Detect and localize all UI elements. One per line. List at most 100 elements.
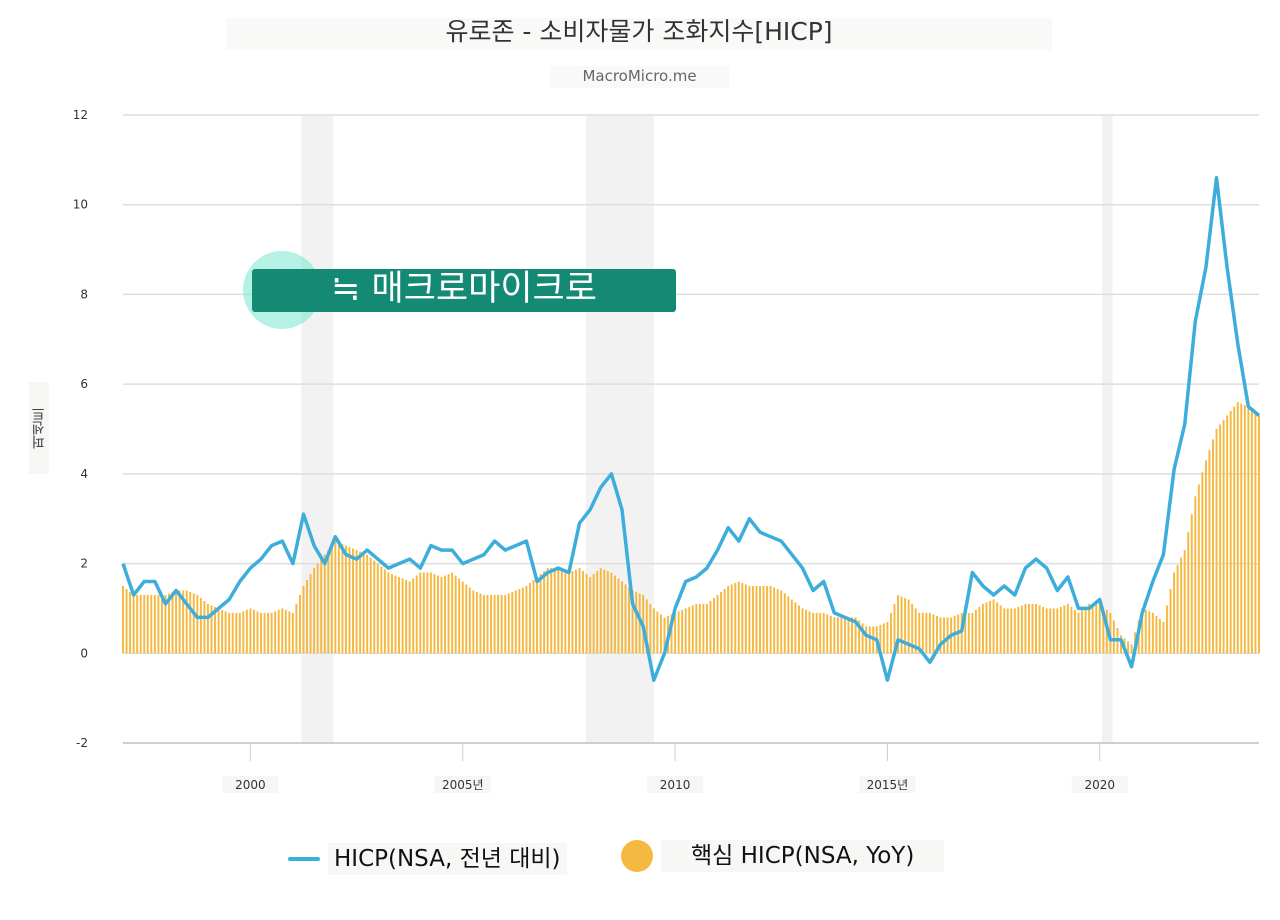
core-hicp-bar — [621, 581, 623, 654]
core-hicp-bar — [546, 568, 549, 654]
core-hicp-bar — [1045, 608, 1048, 654]
core-hicp-bar — [192, 593, 195, 654]
core-hicp-bar — [320, 559, 323, 654]
core-hicp-bar — [606, 571, 609, 654]
core-hicp-bar — [260, 612, 262, 654]
core-hicp-bar — [160, 594, 163, 654]
legend-item-core-hicp[interactable]: 핵심 HICP(NSA, YoY) — [621, 840, 945, 872]
core-hicp-bar — [780, 590, 783, 654]
core-hicp-bar — [921, 612, 924, 654]
y-tick-label: 8 — [80, 287, 88, 301]
core-hicp-bar — [1006, 608, 1009, 654]
core-hicp-bar — [992, 599, 995, 654]
core-hicp-bar — [645, 599, 648, 654]
core-hicp-bar — [1169, 588, 1172, 654]
core-hicp-bar — [171, 591, 174, 654]
core-hicp-bar — [596, 571, 599, 654]
core-hicp-bar — [189, 591, 192, 654]
core-hicp-bar — [748, 586, 751, 654]
core-hicp-bar — [663, 617, 666, 654]
core-hicp-bar — [1166, 605, 1168, 654]
legend-item-hicp[interactable]: HICP(NSA, 전년 대비) — [288, 843, 567, 875]
brand-watermark: ≒ 매크로마이크로 — [252, 269, 676, 312]
core-hicp-bar — [1204, 460, 1207, 654]
core-hicp-bar — [274, 611, 277, 654]
core-hicp-bar — [836, 617, 839, 654]
core-hicp-bar — [380, 566, 383, 654]
core-hicp-bar — [766, 586, 769, 654]
recession-band — [1101, 115, 1113, 743]
core-hicp-bar — [631, 590, 634, 654]
core-hicp-bar — [1091, 603, 1094, 654]
core-hicp-bar — [897, 594, 900, 654]
core-hicp-bar — [242, 611, 245, 654]
core-hicp-bar — [713, 597, 715, 654]
core-hicp-bar — [939, 617, 942, 654]
core-hicp-bar — [659, 614, 662, 654]
core-hicp-bar — [737, 581, 740, 654]
core-hicp-bar — [550, 568, 553, 654]
core-hicp-bar — [886, 621, 889, 654]
core-hicp-bar — [858, 620, 861, 654]
core-hicp-bar — [1070, 606, 1073, 654]
core-hicp-bar — [578, 568, 581, 654]
line-swatch-icon — [288, 857, 320, 861]
core-hicp-bar — [960, 612, 963, 654]
core-hicp-bar — [1215, 429, 1218, 654]
core-hicp-bar — [985, 602, 988, 654]
core-hicp-bar — [122, 586, 124, 654]
core-hicp-bar — [1031, 603, 1034, 654]
x-tick-label: 2020 — [1084, 778, 1115, 792]
hicp-line — [121, 176, 1261, 682]
core-hicp-bar — [337, 542, 340, 654]
core-hicp-bar — [313, 568, 316, 654]
core-hicp-bar — [592, 574, 595, 654]
core-hicp-bar — [907, 599, 910, 654]
core-hicp-bar — [224, 611, 227, 654]
core-hicp-bar — [1095, 603, 1098, 654]
core-hicp-bar — [882, 623, 885, 654]
core-hicp-bar — [341, 544, 344, 654]
x-axis-ticks: 2000 2005년 2010 2015년 2020 — [222, 743, 1128, 793]
core-hicp-bar — [383, 569, 386, 654]
core-hicp-bar — [408, 581, 411, 654]
core-hicp-bar — [553, 568, 556, 654]
core-hicp-bar — [1020, 605, 1023, 654]
x-tick-bg — [1071, 776, 1128, 793]
x-tick-bg — [434, 776, 491, 793]
core-hicp-bar — [1229, 411, 1232, 654]
core-hicp-bar — [759, 586, 761, 654]
core-hicp-bar — [1003, 608, 1006, 654]
core-hicp-bar — [249, 608, 252, 654]
core-hicp-bar — [196, 594, 199, 654]
core-hicp-bar — [263, 612, 266, 654]
x-tick-label: 2015년 — [867, 778, 909, 792]
core-hicp-bar — [1148, 611, 1151, 654]
core-hicp-bar — [366, 554, 369, 654]
core-hicp-bar — [210, 605, 213, 654]
core-hicp-bar — [688, 606, 691, 654]
core-hicp-bar — [805, 609, 807, 654]
core-hicp-bar — [543, 571, 546, 654]
core-hicp-bar — [1088, 603, 1091, 654]
core-hicp-bar — [684, 608, 687, 654]
core-hicp-bar — [291, 612, 294, 654]
core-hicp-bar — [521, 587, 524, 654]
core-hicp-bar — [797, 605, 800, 654]
core-hicp-bar — [479, 593, 482, 654]
core-hicp-bar — [889, 612, 892, 654]
chart-title: 유로존 - 소비자물가 조화지수[HICP] — [226, 18, 1052, 50]
core-hicp-bar — [971, 612, 974, 654]
core-hicp-bar — [412, 578, 415, 654]
core-hicp-bar — [387, 572, 390, 654]
core-hicp-bar — [302, 586, 305, 654]
core-hicp-bar — [203, 600, 206, 654]
core-hicp-bar — [1222, 420, 1225, 654]
core-hicp-bar — [773, 587, 776, 654]
core-hicp-bar — [1208, 449, 1211, 654]
core-hicp-bar — [472, 590, 475, 654]
core-hicp-bar — [564, 571, 567, 654]
core-hicp-bar — [946, 617, 949, 654]
core-hicp-bar — [306, 580, 308, 654]
core-hicp-bar — [599, 568, 602, 654]
